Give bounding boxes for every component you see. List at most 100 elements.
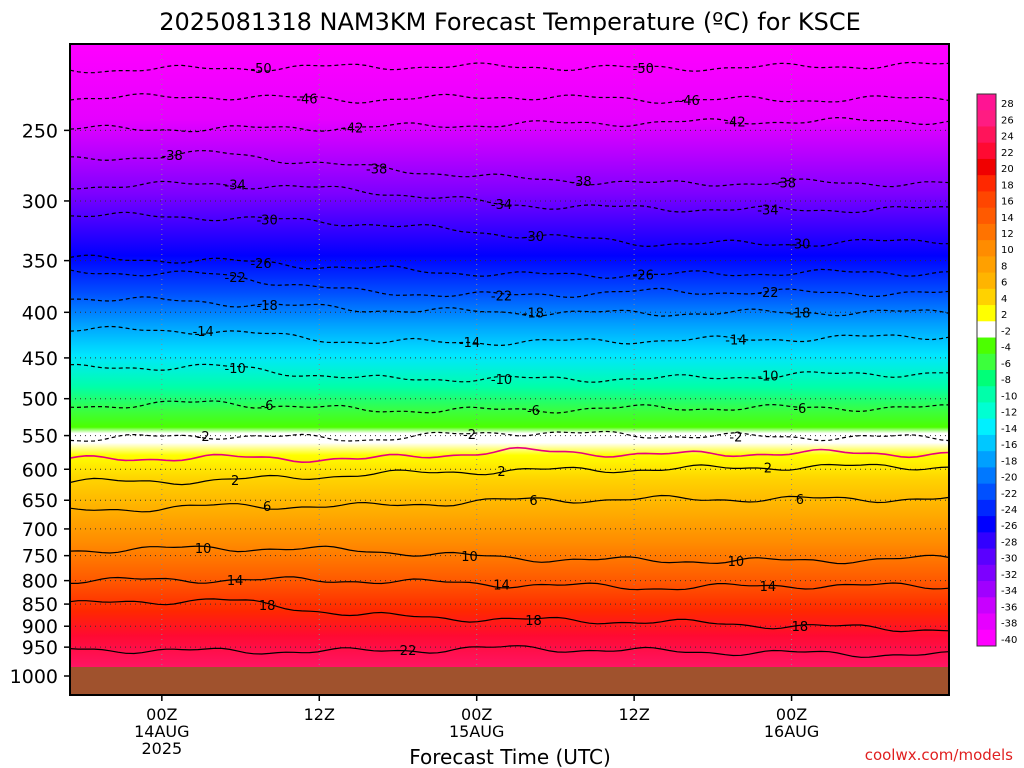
y-tick-label-350: 350 [22,251,58,273]
colorbar-swatch [977,94,996,111]
contour-line-10 [69,545,950,565]
colorbar-swatch [977,564,996,582]
colorbar-legend: 28 26 24 22 20 18 16 14 12 10 8 6 4 2 -2 -4 -6 -8 -10 -12 -1… [976,93,1017,647]
x-tick-label: 15AUG [449,722,504,741]
contour-label--30: -30 [523,230,544,245]
contour-line--2 [69,430,950,442]
contour-label--38: -38 [366,162,387,177]
colorbar-label: 22 [1001,148,1014,159]
credit-link[interactable]: coolwx.com/models [865,746,1013,764]
contour-label-18: 18 [792,620,809,635]
contour-label--30: -30 [789,238,810,253]
colorbar-label: 4 [1001,294,1007,305]
colorbar-label: 8 [1001,261,1007,272]
contour-line--26 [69,254,950,279]
colorbar-label: -18 [1001,456,1017,467]
colorbar-swatch [977,272,996,290]
contour-label--2: -2 [463,428,476,443]
colorbar-label: 2 [1001,310,1007,321]
y-tick-label-300: 300 [22,191,58,213]
plot-frame [69,43,950,696]
contour-label--22: -22 [757,286,778,301]
temperature-fill [70,44,949,667]
colorbar-label: -38 [1001,619,1017,630]
contour-label--26: -26 [633,269,654,284]
colorbar-swatch [977,240,996,257]
colorbar-swatch [977,516,996,533]
colorbar-label: 6 [1001,278,1007,289]
contour-line-2 [69,463,950,486]
contour-label-6: 6 [796,493,804,508]
colorbar-label: -26 [1001,521,1017,532]
contour-line--50 [69,61,950,74]
colorbar-label: 16 [1001,197,1014,208]
colorbar-label: -4 [1001,343,1011,354]
contour-label-14: 14 [760,580,777,595]
ground-surface [70,667,949,695]
contour-label-10: 10 [728,555,745,570]
colorbar-swatch [977,110,996,127]
contour-line--34 [69,180,950,214]
colorbar-swatch [977,370,996,387]
y-tick-label-650: 650 [22,490,58,512]
y-tick-label-750: 750 [22,546,58,568]
contour-line--42 [69,116,950,133]
contour-label--42: -42 [342,121,363,136]
contour-label--6: -6 [261,399,274,414]
colorbar-swatch [977,256,996,273]
y-tick-label-500: 500 [22,389,58,411]
contour-label--46: -46 [679,94,700,109]
colorbar-swatch [977,402,996,420]
contour-label--30: -30 [256,214,277,229]
colorbar-label: -2 [1001,326,1011,337]
contour-label--46: -46 [296,92,317,107]
contour-line--14 [69,325,950,347]
colorbar-swatch [977,321,996,338]
temperature-field [70,44,949,695]
contour-label-14: 14 [493,578,510,593]
colorbar-label: -24 [1001,505,1017,516]
contour-label--14: -14 [725,333,746,348]
contour-label-18: 18 [259,599,276,614]
colorbar-swatch [977,467,996,485]
colorbar-swatch [977,434,996,452]
contour-label--50: -50 [250,62,271,77]
x-axis-label: Forecast Time (UTC) [409,745,611,768]
y-tick-label-850: 850 [22,594,58,616]
colorbar-swatch [977,337,996,355]
colorbar-swatch [977,629,996,647]
x-tick-label: 16AUG [764,722,819,741]
contour-label-18: 18 [525,614,542,629]
colorbar-swatch [977,305,996,322]
contour-label--34: -34 [225,179,246,194]
contour-line--46 [69,93,950,104]
y-tick-label-700: 700 [22,519,58,541]
colorbar-swatch [977,483,996,501]
colorbar-swatch [977,207,996,225]
contour-label--2: -2 [729,430,742,445]
colorbar-swatch [977,158,996,176]
contour-line--10 [69,363,949,383]
contour-line-22 [69,645,950,658]
contour-label--18: -18 [789,306,810,321]
contour-line--18 [69,296,950,317]
colorbar-swatch [977,353,996,371]
contour-line-6 [69,494,950,513]
contour-label-2: 2 [497,465,505,480]
y-tick-label-950: 950 [22,637,58,659]
contour-label--18: -18 [256,299,277,314]
colorbar-label: -22 [1001,489,1017,500]
colorbar-swatch [977,142,996,160]
y-axis: 2503003504004505005506006507007508008509… [10,120,70,688]
contour-label-10: 10 [195,542,212,557]
colorbar-swatch [977,223,996,241]
colorbar-label: -8 [1001,375,1011,386]
contour-label--10: -10 [225,362,246,377]
colorbar-swatch [977,451,996,468]
y-tick-label-450: 450 [22,348,58,370]
colorbar-label: -16 [1001,440,1017,451]
y-tick-label-1000: 1000 [10,666,58,688]
contour-labels: -50 -50 -46 -46 -42 -42 -38 -38 -38 -38 -34 -34 -34 -… [162,62,811,659]
y-tick-label-800: 800 [22,571,58,593]
